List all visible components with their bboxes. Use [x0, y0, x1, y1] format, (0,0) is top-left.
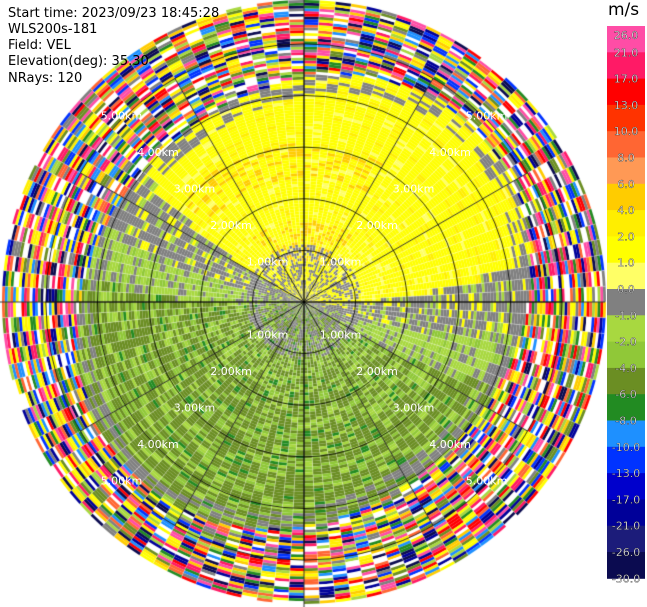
start-time-label: Start time: 2023/09/23 18:45:28 — [8, 6, 220, 21]
colorbar-tick-label: -8.0 — [615, 415, 636, 428]
colorbar-tick-label: 10.0 — [614, 125, 639, 138]
instrument-label: WLS200s-181 — [8, 22, 98, 37]
colorbar-tick-label: 26.0 — [614, 29, 639, 42]
colorbar-tick-label: -13.0 — [612, 467, 640, 480]
colorbar-tick-label: 17.0 — [614, 73, 639, 86]
colorbar-segment — [607, 262, 645, 290]
colorbar-tick-label: -1.0 — [615, 309, 636, 322]
range-ring-label: 1.00km — [247, 255, 289, 268]
colorbar-tick-label: 0.0 — [617, 283, 635, 296]
range-ring-label: 2.00km — [210, 219, 252, 232]
range-ring-label: 2.00km — [210, 365, 252, 378]
range-ring-label: 2.00km — [356, 365, 398, 378]
colorbar-segment — [607, 78, 645, 106]
colorbar-tick-label: -21.0 — [612, 520, 640, 533]
range-ring-label: 3.00km — [174, 182, 216, 195]
colorbar-tick-label: -10.0 — [612, 441, 640, 454]
colorbar-segment — [607, 394, 645, 421]
range-ring-label: 1.00km — [320, 329, 362, 342]
range-ring-label: 4.00km — [429, 438, 471, 451]
colorbar-tick-label: 8.0 — [617, 152, 635, 165]
colorbar-segment — [607, 446, 645, 474]
colorbar-segment — [607, 315, 645, 343]
colorbar-segment — [607, 499, 645, 527]
colorbar-tick-label: -30.0 — [612, 572, 640, 585]
colorbar-segment — [607, 525, 645, 553]
field-label: Field: VEL — [8, 38, 71, 53]
colorbar-segment — [607, 52, 645, 80]
range-ring-label: 5.00km — [466, 109, 508, 122]
colorbar-segment — [607, 367, 645, 395]
nrays-label: NRays: 120 — [8, 71, 83, 86]
elevation-label: Elevation(deg): 35.30 — [8, 54, 149, 69]
colorbar-tick-label: 2.0 — [617, 230, 635, 243]
colorbar-tick-label: 1.0 — [617, 257, 635, 270]
colorbar-segment — [607, 131, 645, 158]
colorbar-segment — [607, 210, 645, 237]
colorbar-tick-label: -26.0 — [612, 546, 640, 559]
range-ring-label: 2.00km — [356, 219, 398, 232]
range-ring-label: 5.00km — [466, 475, 508, 488]
colorbar-tick-label: -4.0 — [615, 362, 636, 375]
colorbar-tick-label: 21.0 — [614, 46, 639, 59]
colorbar-segment — [607, 473, 645, 500]
range-ring-label: 3.00km — [174, 402, 216, 415]
colorbar-segment — [607, 157, 645, 185]
range-ring-label: 1.00km — [247, 329, 289, 342]
colorbar-unit-label: m/s — [608, 0, 640, 20]
colorbar-segment — [607, 104, 645, 132]
colorbar-segment — [607, 420, 645, 448]
range-ring-label: 5.00km — [101, 109, 143, 122]
colorbar-tick-label: -2.0 — [615, 336, 636, 349]
colorbar-segment — [607, 341, 645, 369]
range-ring-label: 4.00km — [137, 146, 179, 159]
colorbar-tick-label: -6.0 — [615, 388, 636, 401]
colorbar-tick-label: 13.0 — [614, 99, 639, 112]
range-ring-label: 3.00km — [393, 402, 435, 415]
colorbar-segment — [607, 236, 645, 264]
range-ring-label: 4.00km — [137, 438, 179, 451]
colorbar-tick-label: -17.0 — [612, 493, 640, 506]
colorbar-segment — [607, 552, 645, 579]
colorbar-segment — [607, 183, 645, 211]
colorbar: 26.0 21.0 17.0 13.0 10.0 8.0 6.0 4.0 2.0 1.0 0.0 -1… — [607, 26, 645, 585]
colorbar-segment — [607, 289, 645, 316]
range-ring-label: 1.00km — [320, 255, 362, 268]
range-ring-label: 5.00km — [101, 475, 143, 488]
range-ring-label: 3.00km — [393, 182, 435, 195]
colorbar-segment — [607, 26, 645, 53]
colorbar-tick-label: 4.0 — [617, 204, 635, 217]
colorbar-tick-label: 6.0 — [617, 178, 635, 191]
range-ring-label: 4.00km — [429, 146, 471, 159]
